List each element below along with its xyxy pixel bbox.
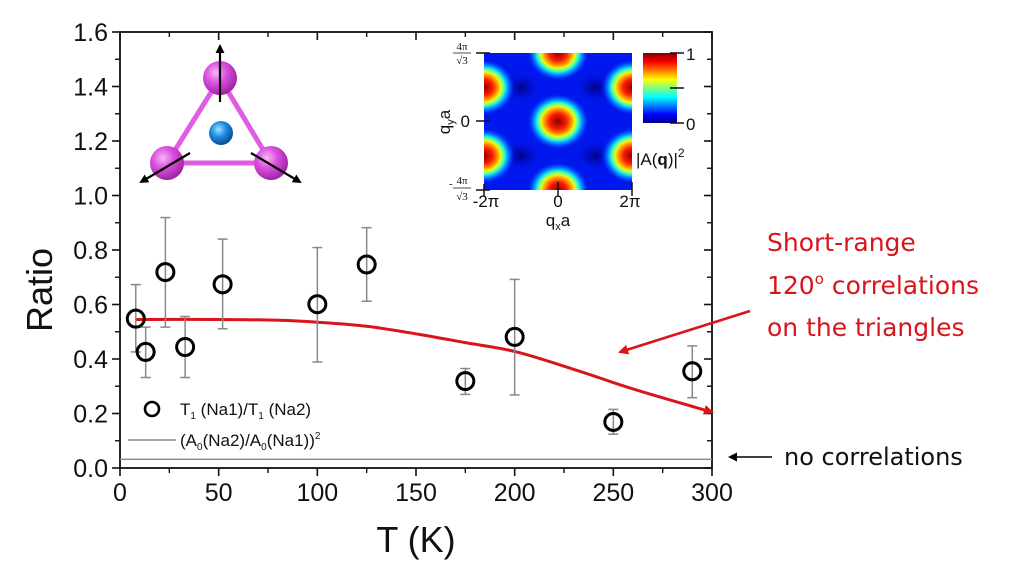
data-point xyxy=(682,361,703,382)
annotation-line-3: on the triangles xyxy=(767,313,964,342)
heatmap-x-tick-right: 2π xyxy=(619,192,640,211)
heatmap-peak xyxy=(601,59,632,116)
heatmap-y-tick-zero: 0 xyxy=(461,112,470,131)
y-axis-title: Ratio xyxy=(19,248,60,332)
data-point xyxy=(212,274,233,295)
heatmap-image xyxy=(484,53,632,190)
heatmap-y-label: qya xyxy=(435,109,457,134)
error-bar xyxy=(509,278,520,396)
data-point xyxy=(135,341,156,362)
y-tick-label: 1.6 xyxy=(73,19,108,47)
triangle-structure-inset xyxy=(139,44,302,184)
heatmap-y-tick-top-num: 4π xyxy=(456,41,468,53)
heatmap-y-tick-bottom-sign: - xyxy=(449,178,453,190)
x-tick-label: 250 xyxy=(592,479,634,507)
data-points xyxy=(125,254,703,432)
y-tick-label: 0.4 xyxy=(73,346,108,374)
heatmap-inset: 4π √3 0 - 4π √3 qya -2π 0 2π qxa 1 0 |A(… xyxy=(435,41,695,233)
data-point xyxy=(307,294,328,315)
data-point xyxy=(175,337,196,358)
colorbar-max-label: 1 xyxy=(686,45,695,64)
heatmap-x-tick-center: 0 xyxy=(553,192,562,211)
annotation-no-correlations: no correlations xyxy=(728,443,963,471)
heatmap-peak xyxy=(484,59,515,116)
error-bar xyxy=(687,345,698,399)
data-point xyxy=(455,371,476,392)
legend-label-ratio: T1 (Na1)/T1 (Na2) xyxy=(180,400,311,422)
atom-bottom-right xyxy=(254,146,288,180)
y-tick-label: 0.8 xyxy=(73,237,108,265)
legend-label-baseline: (A0(Na2)/A0(Na1))2 xyxy=(180,431,321,453)
legend: T1 (Na1)/T1 (Na2) (A0(Na2)/A0(Na1))2 xyxy=(128,400,321,453)
axis-ticks xyxy=(112,31,713,476)
y-tick-label: 1.4 xyxy=(73,74,108,102)
data-point xyxy=(356,254,377,275)
y-tick-labels: 0.0 0.2 0.4 0.6 0.8 1.0 1.2 1.4 1.6 xyxy=(73,19,108,483)
data-point xyxy=(125,308,146,329)
x-tick-label: 200 xyxy=(494,479,536,507)
heatmap-peak xyxy=(484,127,515,184)
data-point xyxy=(155,262,176,283)
heatmap-peak xyxy=(527,162,589,190)
data-point xyxy=(504,326,525,347)
y-tick-label: 0.2 xyxy=(73,401,108,429)
heatmap-peak xyxy=(601,127,632,184)
atom-center xyxy=(209,121,233,145)
annotation-short-range: Short-range 120o correlations on the tri… xyxy=(618,228,979,355)
error-bar xyxy=(180,315,191,379)
error-bar xyxy=(140,326,151,379)
heatmap-y-tick-top-den: √3 xyxy=(456,55,468,67)
heatmap-peak xyxy=(527,93,589,150)
x-tick-label: 150 xyxy=(395,479,437,507)
model-curve-short-range xyxy=(135,317,714,415)
x-tick-label: 50 xyxy=(205,479,233,507)
data-point xyxy=(603,411,624,432)
annotation-arrow-red xyxy=(618,309,751,355)
colorbar-min-label: 0 xyxy=(686,115,695,134)
heatmap-y-tick-bottom-den: √3 xyxy=(456,191,468,203)
colorbar-title: |A(q)|2 xyxy=(636,146,685,169)
spin-arrow-bottom-left xyxy=(139,152,191,184)
x-axis-title: T (K) xyxy=(376,519,455,560)
annotation-line-2: 120o correlations xyxy=(767,270,979,300)
legend-marker-circle xyxy=(143,400,161,418)
y-tick-label: 1.2 xyxy=(73,128,108,156)
heatmap-peak xyxy=(527,53,589,81)
error-bar xyxy=(160,216,171,328)
annotation-line-1: Short-range xyxy=(767,228,916,257)
heatmap-y-tick-bottom-num: 4π xyxy=(456,175,468,187)
heatmap-x-tick-left: -2π xyxy=(473,192,500,211)
y-tick-label: 0.0 xyxy=(73,455,108,483)
y-tick-label: 1.0 xyxy=(73,183,108,211)
error-bar xyxy=(312,246,323,363)
y-tick-label: 0.6 xyxy=(73,292,108,320)
heatmap-ticks xyxy=(476,52,633,196)
x-tick-label: 300 xyxy=(691,479,733,507)
error-bar xyxy=(361,226,372,302)
x-tick-labels: 0 50 100 150 200 250 300 xyxy=(113,479,733,507)
x-tick-label: 100 xyxy=(296,479,338,507)
heatmap-x-label: qxa xyxy=(546,211,571,233)
x-tick-label: 0 xyxy=(113,479,127,507)
spin-arrow-bottom-right xyxy=(250,152,302,184)
error-bar xyxy=(217,238,228,330)
annotation-no-correlations-text: no correlations xyxy=(784,443,963,471)
